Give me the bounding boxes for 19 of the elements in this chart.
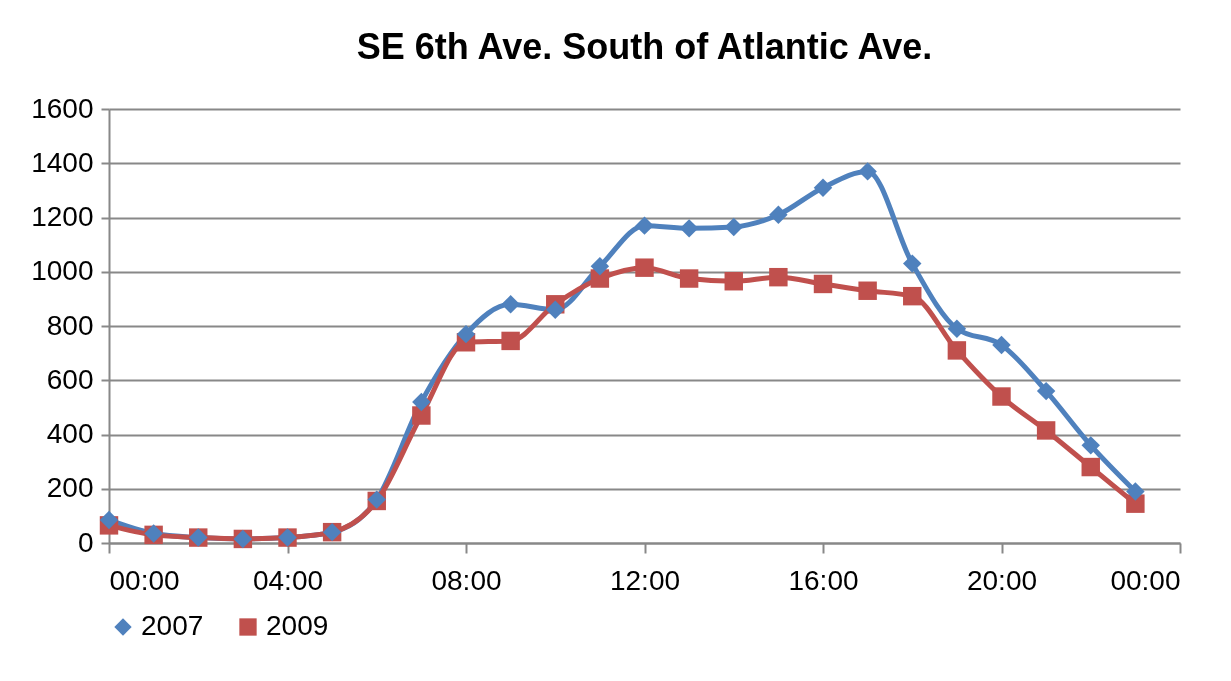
x-tick-label: 08:00	[431, 564, 502, 596]
x-tick-label: 04:00	[252, 564, 324, 596]
y-tick-label: 600	[46, 363, 94, 395]
x-tick-label: 12:00	[609, 564, 681, 596]
x-tick-label: 00:00	[1110, 564, 1181, 596]
x-tick-label: 20:00	[966, 564, 1038, 596]
y-tick-label: 1600	[31, 92, 94, 124]
legend-label: 2009	[266, 610, 329, 641]
y-tick-label: 1200	[31, 201, 94, 232]
y-tick-label: 800	[46, 309, 94, 341]
legend-label: 2007	[141, 610, 204, 641]
y-tick-label: 200	[46, 472, 94, 504]
x-tick-label: 16:00	[788, 564, 859, 596]
y-tick-label: 400	[46, 418, 94, 449]
y-tick-label: 1000	[31, 255, 94, 287]
y-tick-label: 1400	[31, 146, 94, 178]
x-tick-label: 00:00	[109, 564, 180, 596]
y-tick-label: 0	[77, 526, 94, 558]
chart-title: SE 6th Ave. South of Atlantic Ave.	[356, 26, 933, 67]
